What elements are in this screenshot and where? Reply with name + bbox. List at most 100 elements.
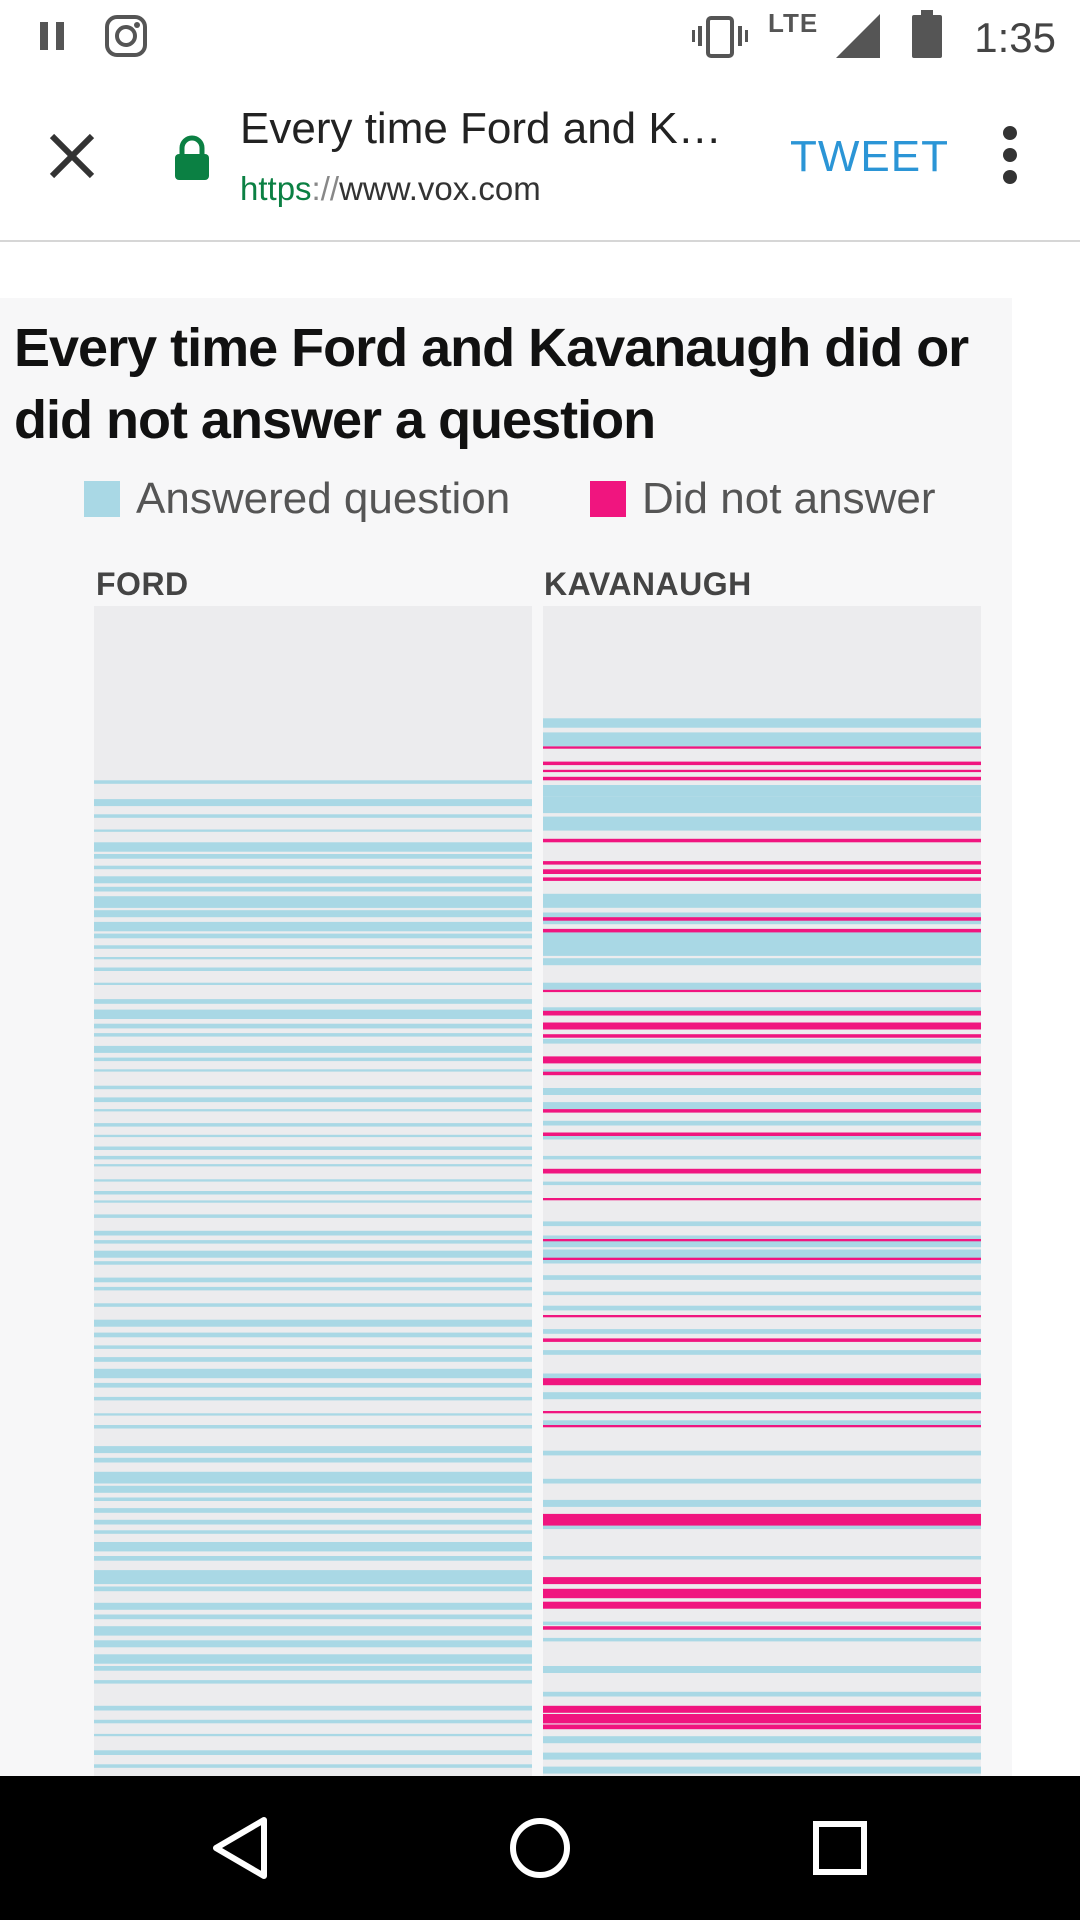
instagram-icon: [105, 15, 147, 57]
kavanaugh-answered-stripe: [543, 1291, 981, 1296]
kavanaugh-answered-stripe: [543, 1007, 981, 1012]
close-icon[interactable]: [40, 124, 104, 188]
kavanaugh-answered-stripe: [543, 982, 981, 990]
kavanaugh-answered-stripe: [543, 1450, 981, 1456]
kavanaugh-answered-stripe: [543, 1329, 981, 1334]
ford-answered-stripe: [94, 886, 532, 892]
ford-answered-stripe: [94, 1425, 532, 1429]
kavanaugh-answered-stripe: [543, 958, 981, 966]
page-content[interactable]: Every time Ford and Kavanaugh did or did…: [0, 242, 1080, 1776]
kavanaugh-answered-stripe: [543, 1621, 981, 1626]
tweet-button[interactable]: TWEET: [790, 132, 949, 181]
ford-answered-stripe: [94, 1155, 532, 1160]
pause-icon: [40, 22, 64, 50]
ford-answered-stripe: [94, 1097, 532, 1103]
overflow-menu-icon[interactable]: [995, 122, 1025, 192]
ford-answered-stripe: [94, 1471, 532, 1484]
kavanaugh-not-answered-stripe: [543, 1425, 981, 1428]
recents-icon[interactable]: [760, 1776, 920, 1920]
kavanaugh-answered-stripe: [543, 1420, 981, 1425]
kavanaugh-not-answered-stripe: [543, 1338, 981, 1342]
ford-answered-stripe: [94, 1261, 532, 1265]
kavanaugh-answered-stripe: [543, 1525, 981, 1530]
ford-answered-stripe: [94, 1368, 532, 1379]
network-type: LTE: [768, 8, 819, 38]
ford-timeline: [94, 606, 532, 1776]
ford-answered-stripe: [94, 1357, 532, 1362]
kavanaugh-answered-stripe: [543, 1373, 981, 1381]
column-label-kavanaugh: KAVANAUGH: [544, 566, 752, 602]
navigation-bar: [0, 1776, 1080, 1920]
kavanaugh-not-answered-stripe: [543, 1601, 981, 1609]
ford-answered-stripe: [94, 1457, 532, 1463]
kavanaugh-not-answered-stripe: [543, 761, 981, 766]
kavanaugh-not-answered-stripe: [543, 1198, 981, 1201]
ford-answered-stripe: [94, 1179, 532, 1182]
kavanaugh-answered-stripe: [543, 1275, 981, 1280]
legend-label-not-answered: Did not answer: [642, 474, 936, 523]
kavanaugh-answered-stripe: [543, 1134, 981, 1140]
ford-answered-stripe: [94, 854, 532, 859]
kavanaugh-answered-stripe: [543, 1038, 981, 1044]
ford-answered-stripe: [94, 1057, 532, 1062]
ford-answered-stripe: [94, 1764, 532, 1768]
ford-answered-stripe: [94, 933, 532, 939]
kavanaugh-not-answered-stripe: [543, 1239, 981, 1242]
url-bar[interactable]: https://www.vox.com: [240, 170, 541, 208]
back-icon[interactable]: [160, 1776, 320, 1920]
signal-icon: [836, 14, 880, 58]
ford-answered-stripe: [94, 799, 532, 807]
column-label-ford: FORD: [96, 566, 189, 602]
ford-answered-stripe: [94, 1680, 532, 1684]
ford-answered-stripe: [94, 1446, 532, 1454]
clock: 1:35: [974, 14, 1056, 61]
kavanaugh-answered-stripe: [543, 1736, 981, 1744]
ford-answered-stripe: [94, 1733, 532, 1737]
ford-answered-stripe: [94, 1626, 532, 1636]
kavanaugh-not-answered-stripe: [543, 989, 981, 993]
ford-answered-stripe: [94, 1332, 532, 1338]
kavanaugh-answered-stripe: [543, 718, 981, 728]
url-host: www.vox.com: [339, 170, 541, 207]
ford-answered-stripe: [94, 1033, 532, 1037]
kavanaugh-not-answered-stripe: [543, 1626, 981, 1630]
kavanaugh-answered-stripe: [543, 1752, 981, 1760]
kavanaugh-answered-stripe: [543, 1637, 981, 1642]
ford-answered-stripe: [94, 1009, 532, 1019]
kavanaugh-stripes: [543, 718, 981, 1774]
ford-answered-stripe: [94, 1069, 532, 1072]
ford-answered-stripe: [94, 1134, 532, 1138]
kavanaugh-not-answered-stripe: [543, 769, 981, 773]
lock-icon[interactable]: [172, 134, 212, 182]
kavanaugh-answered-stripe: [543, 1350, 981, 1355]
kavanaugh-answered-stripe: [543, 1499, 981, 1507]
kavanaugh-answered-stripe: [543, 928, 981, 948]
ford-answered-stripe: [94, 1666, 532, 1671]
kavanaugh-not-answered-stripe: [543, 1109, 981, 1113]
ford-answered-stripe: [94, 1413, 532, 1416]
kavanaugh-answered-stripe: [543, 1181, 981, 1186]
ford-answered-stripe: [94, 921, 532, 932]
kavanaugh-not-answered-stripe: [543, 1378, 981, 1386]
ford-answered-stripe: [94, 1719, 532, 1724]
kavanaugh-not-answered-stripe: [543, 1315, 981, 1318]
ford-answered-stripe: [94, 1396, 532, 1401]
ford-answered-stripe: [94, 896, 532, 908]
ford-answered-stripe: [94, 1570, 532, 1585]
ford-answered-stripe: [94, 814, 532, 818]
ford-answered-stripe: [94, 1750, 532, 1755]
ford-answered-stripe: [94, 1250, 532, 1258]
ford-answered-stripe: [94, 1602, 532, 1610]
ford-answered-stripe: [94, 982, 532, 985]
ford-answered-stripe: [94, 1286, 532, 1291]
kavanaugh-not-answered-stripe: [543, 1588, 981, 1599]
ford-answered-stripe: [94, 1345, 532, 1349]
kavanaugh-not-answered-stripe: [543, 1168, 981, 1174]
ford-answered-stripe: [94, 1319, 532, 1327]
ford-answered-stripe: [94, 1303, 532, 1307]
home-icon[interactable]: [460, 1776, 620, 1920]
ford-answered-stripe: [94, 945, 532, 949]
kavanaugh-answered-stripe: [543, 1392, 981, 1400]
kavanaugh-answered-stripe: [543, 1666, 981, 1673]
kavanaugh-not-answered-stripe: [543, 861, 981, 865]
